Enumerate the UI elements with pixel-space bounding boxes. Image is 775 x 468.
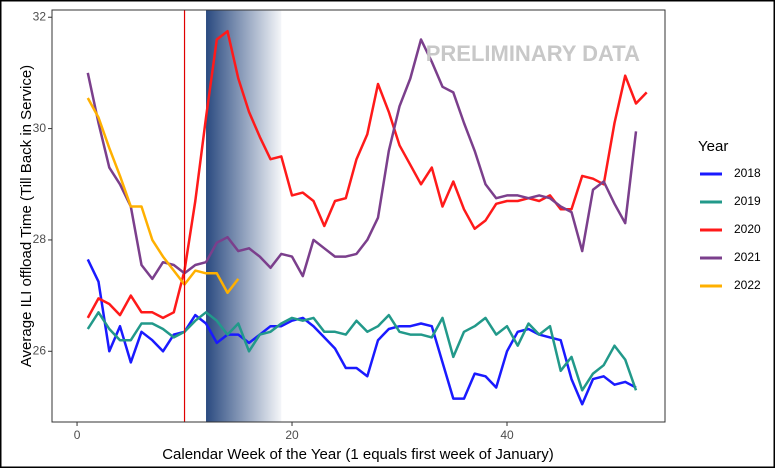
- x-axis-title: Calendar Week of the Year (1 equals firs…: [162, 446, 554, 463]
- y-tick-label: 30: [33, 121, 47, 135]
- shaded-band: [206, 10, 282, 422]
- legend-label: 2022: [734, 278, 761, 292]
- y-tick-label: 28: [33, 232, 47, 246]
- x-tick-label: 40: [500, 428, 514, 442]
- plot-area: [86, 10, 648, 422]
- legend-label: 2021: [734, 250, 761, 264]
- legend-label: 2019: [734, 194, 761, 208]
- series-line: [86, 38, 638, 281]
- series-line: [86, 97, 240, 295]
- x-tick-label: 20: [285, 428, 299, 442]
- y-tick-label: 32: [33, 9, 47, 23]
- x-tick-label: 0: [74, 428, 81, 442]
- legend-label: 2018: [734, 166, 761, 180]
- annotation: PRELIMINARY DATA: [426, 41, 640, 66]
- panel-border: [51, 9, 666, 423]
- y-axis-title: Average ILI offload Time (Till Back in S…: [18, 65, 35, 367]
- legend-title: Year: [698, 138, 728, 155]
- legend-label: 2020: [734, 222, 761, 236]
- series-line: [86, 311, 638, 392]
- y-tick-label: 26: [33, 343, 47, 357]
